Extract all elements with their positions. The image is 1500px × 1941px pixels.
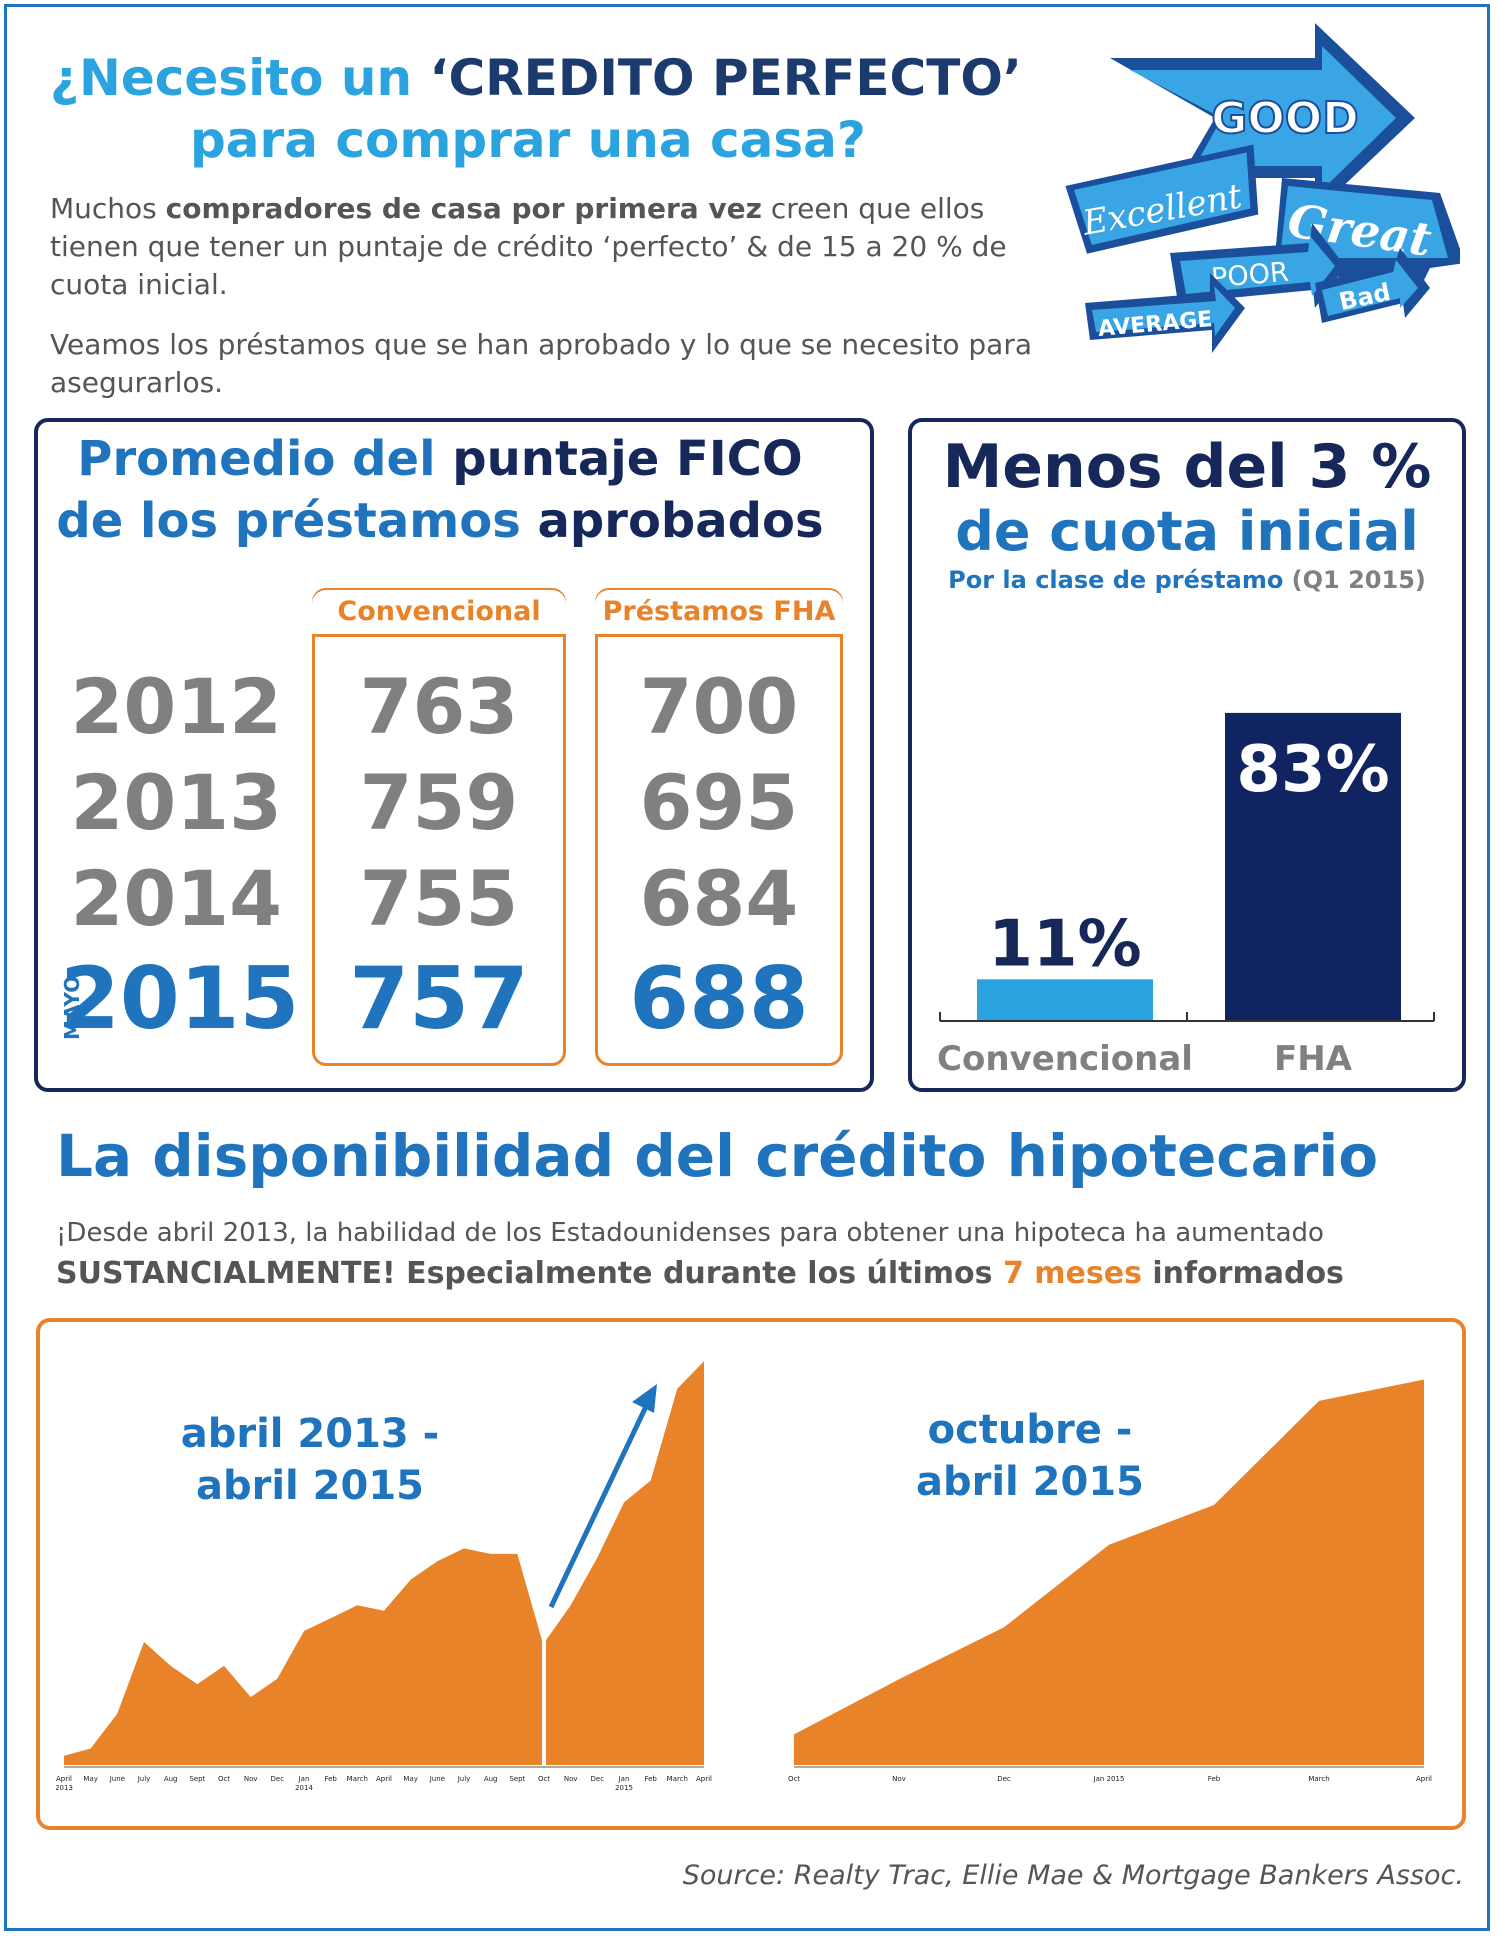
fha-score: 684	[639, 854, 799, 943]
x-tick-label: Dec	[997, 1775, 1011, 1783]
x-tick-label: Feb	[644, 1775, 657, 1783]
bar-value-label: 83%	[1236, 733, 1389, 807]
intro-paragraph-1: Muchos compradores de casa por primera v…	[50, 192, 1007, 301]
bar-category-label: FHA	[1274, 1039, 1353, 1079]
area-series	[64, 1548, 542, 1765]
down-payment-subtitle: de cuota inicial	[955, 500, 1419, 563]
trend-arrow-head	[632, 1384, 657, 1413]
credit-rating-arrows-badge: GOOD Excellent Great POOR Bad AVERAGE	[1065, 23, 1460, 353]
area-series	[794, 1379, 1424, 1765]
x-tick-label: Feb	[324, 1775, 337, 1783]
fico-title-line2: de los préstamos aprobados	[56, 493, 824, 549]
year-label: 2015	[60, 949, 300, 1049]
x-tick-label: Oct	[538, 1775, 550, 1783]
badge-word: GOOD	[1211, 93, 1358, 144]
conventional-score: 755	[359, 854, 519, 943]
year-label: 2012	[70, 662, 282, 751]
down-payment-caption: Por la clase de préstamo (Q1 2015)	[948, 566, 1426, 594]
x-tick-label: Dec	[591, 1775, 605, 1783]
x-tick-label: Nov	[892, 1775, 906, 1783]
bar-fha	[1225, 712, 1401, 1020]
bar-value-label: 11%	[988, 907, 1141, 981]
year-label: 2013	[70, 758, 282, 847]
source-citation: Source: Realty Trac, Ellie Mae & Mortgag…	[682, 1860, 1464, 1891]
down-payment-title: Menos del 3 %	[942, 432, 1432, 502]
fha-score: 700	[639, 662, 799, 751]
page-title-line1: ¿Necesito un ‘CREDITO PERFECTO’	[50, 49, 1022, 107]
x-tick-label: Dec	[271, 1775, 285, 1783]
x-tick-label: March	[347, 1775, 368, 1783]
x-tick-label: June	[429, 1775, 445, 1783]
fha-column-box	[595, 588, 843, 1066]
fico-score-panel	[34, 418, 874, 1092]
conventional-column-box	[312, 588, 566, 1066]
x-tick-label: Feb	[1208, 1775, 1221, 1783]
x-tick-label: Oct	[218, 1775, 230, 1783]
conventional-score: 763	[359, 662, 519, 751]
down-payment-panel	[908, 418, 1466, 1092]
x-tick-label: June	[109, 1775, 125, 1783]
trend-arrow-shaft	[548, 1396, 653, 1609]
x-tick-label: 2015	[615, 1784, 633, 1792]
credit-availability-text-line1: ¡Desde abril 2013, la habilidad de los E…	[56, 1218, 1324, 1248]
x-tick-label: April	[376, 1775, 392, 1783]
x-tick-label: 2013	[56, 1784, 73, 1792]
x-tick-label: July	[457, 1775, 471, 1783]
x-tick-label: Sept	[189, 1775, 205, 1783]
x-tick-label: Jan 2015	[1093, 1775, 1125, 1783]
x-tick-label: 2014	[295, 1784, 313, 1792]
x-tick-label: Aug	[164, 1775, 178, 1783]
x-tick-label: Nov	[244, 1775, 258, 1783]
fha-score: 695	[639, 758, 799, 847]
x-tick-label: May	[403, 1775, 417, 1783]
page-title-line2: para comprar una casa?	[190, 111, 866, 169]
intro-paragraph-2: Veamos los préstamos que se han aprobado…	[50, 328, 1032, 399]
x-tick-label: Jan	[298, 1775, 310, 1783]
x-tick-label: May	[83, 1775, 97, 1783]
x-tick-label: April	[56, 1775, 72, 1783]
range-label-right: octubre - abril 2015	[915, 1407, 1145, 1505]
x-tick-label: March	[667, 1775, 688, 1783]
area-series	[546, 1361, 704, 1765]
column-header-fha: Préstamos FHA	[595, 590, 843, 637]
credit-area-chart-oct-apr: Oct Nov Dec Jan 2015 Feb March April	[788, 1379, 1432, 1783]
x-tick-label: April	[696, 1775, 712, 1783]
x-tick-label: July	[137, 1775, 151, 1783]
bar-category-label: Convencional	[937, 1039, 1193, 1079]
mayo-label: MAYO	[60, 975, 84, 1040]
x-tick-label: Oct	[788, 1775, 800, 1783]
bar-convencional	[977, 979, 1153, 1020]
down-payment-bar-chart: 11% Convencional 83% FHA	[937, 712, 1435, 1079]
credit-availability-chart-panel	[36, 1318, 1466, 1830]
page-frame	[4, 4, 1490, 1931]
x-tick-label: April	[1416, 1775, 1432, 1783]
x-tick-label: Aug	[484, 1775, 498, 1783]
fha-score: 688	[629, 949, 809, 1049]
conventional-score: 757	[349, 949, 529, 1049]
x-tick-label: March	[1308, 1775, 1329, 1783]
column-header-conventional: Convencional	[312, 590, 566, 637]
x-tick-label: Nov	[564, 1775, 578, 1783]
year-label: 2014	[70, 854, 282, 943]
conventional-score: 759	[359, 758, 519, 847]
credit-availability-text-line2: SUSTANCIALMENTE! Especialmente durante l…	[56, 1256, 1344, 1291]
x-tick-label: Sept	[509, 1775, 525, 1783]
fico-title-line1: Promedio del puntaje FICO	[77, 431, 803, 487]
range-label-left: abril 2013 - abril 2015	[180, 1411, 440, 1509]
credit-availability-heading: La disponibilidad del crédito hipotecari…	[56, 1122, 1379, 1190]
x-tick-label: Jan	[618, 1775, 630, 1783]
